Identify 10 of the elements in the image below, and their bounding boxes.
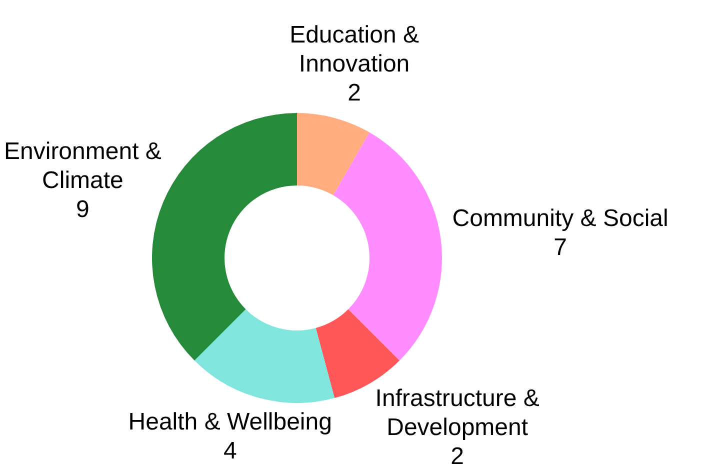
data-label: 9 (76, 196, 90, 224)
slice-label: Infrastructure & Development (375, 385, 540, 442)
slice-label: Education & Innovation (290, 21, 419, 78)
slice-label: Environment & Climate (4, 138, 162, 194)
data-label: 2 (450, 443, 464, 470)
slice-label: Community & Social (452, 204, 668, 232)
data-label: 7 (554, 234, 567, 261)
data-label: 4 (223, 437, 237, 464)
data-label: 2 (348, 79, 361, 106)
slice-label: Health & Wellbeing (128, 408, 332, 436)
